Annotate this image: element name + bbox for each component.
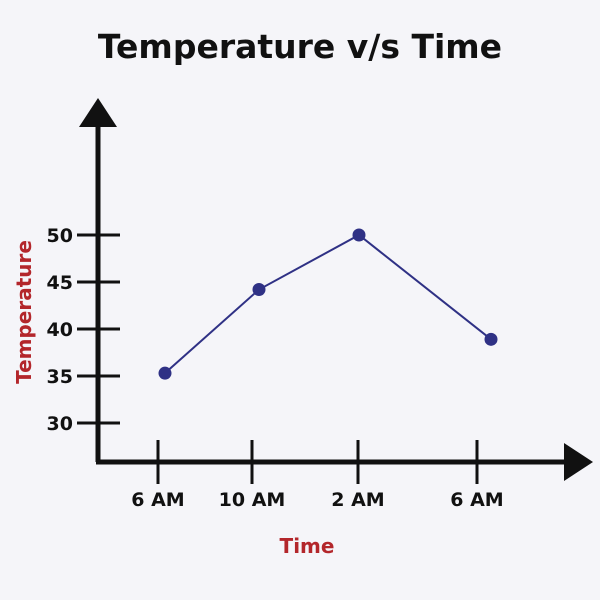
y-tick-label: 35 [47, 366, 73, 388]
x-tick-label: 6 AM [450, 489, 503, 511]
y-tick-label: 50 [47, 225, 73, 247]
x-axis-label: Time [280, 534, 335, 558]
y-axis-ticks: 30 35 40 45 50 [47, 225, 120, 435]
x-axis-ticks: 6 AM 10 AM 2 AM 6 AM [131, 440, 504, 511]
x-tick-label: 2 AM [331, 489, 384, 511]
y-tick-label: 30 [47, 413, 73, 435]
x-tick-label: 6 AM [131, 489, 184, 511]
y-axis-label: Temperature [12, 240, 36, 384]
x-axis-arrow [564, 443, 593, 481]
x-tick-label: 10 AM [219, 489, 286, 511]
y-tick-label: 40 [47, 319, 73, 341]
y-axis-arrow [79, 98, 117, 127]
series-line [164, 233, 492, 374]
y-tick-label: 45 [47, 272, 73, 294]
data-point [352, 228, 366, 242]
data-point [158, 366, 172, 380]
data-point [252, 283, 266, 297]
series-layer [158, 228, 498, 380]
chart-title: Temperature v/s Time [98, 27, 502, 66]
data-point [484, 332, 498, 346]
